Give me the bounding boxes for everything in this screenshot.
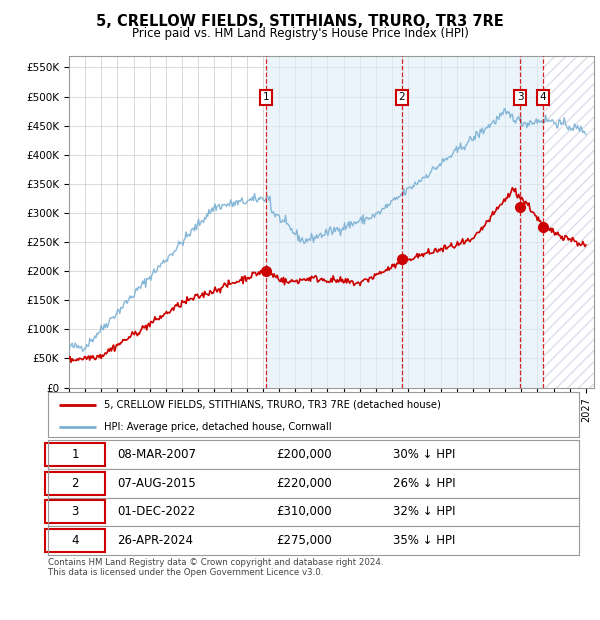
Text: 3: 3 xyxy=(517,92,523,102)
Bar xyxy=(542,56,594,388)
Text: 2: 2 xyxy=(398,92,405,102)
Text: 4: 4 xyxy=(539,92,546,102)
Text: 32% ↓ HPI: 32% ↓ HPI xyxy=(393,505,455,518)
Text: 1: 1 xyxy=(263,92,269,102)
Bar xyxy=(266,56,542,388)
Text: 2: 2 xyxy=(71,477,79,490)
Text: £220,000: £220,000 xyxy=(277,477,332,490)
Text: 08-MAR-2007: 08-MAR-2007 xyxy=(117,448,196,461)
FancyBboxPatch shape xyxy=(46,529,105,552)
Text: £310,000: £310,000 xyxy=(277,505,332,518)
Text: 5, CRELLOW FIELDS, STITHIANS, TRURO, TR3 7RE (detached house): 5, CRELLOW FIELDS, STITHIANS, TRURO, TR3… xyxy=(104,399,440,410)
Text: 01-DEC-2022: 01-DEC-2022 xyxy=(117,505,195,518)
Text: 30% ↓ HPI: 30% ↓ HPI xyxy=(393,448,455,461)
FancyBboxPatch shape xyxy=(46,443,105,466)
Text: 3: 3 xyxy=(71,505,79,518)
Text: 5, CRELLOW FIELDS, STITHIANS, TRURO, TR3 7RE: 5, CRELLOW FIELDS, STITHIANS, TRURO, TR3… xyxy=(96,14,504,29)
Text: £275,000: £275,000 xyxy=(277,534,332,547)
Text: HPI: Average price, detached house, Cornwall: HPI: Average price, detached house, Corn… xyxy=(104,422,331,432)
Text: 4: 4 xyxy=(71,534,79,547)
Text: 1: 1 xyxy=(71,448,79,461)
Text: 07-AUG-2015: 07-AUG-2015 xyxy=(117,477,196,490)
Bar xyxy=(542,56,594,388)
Text: £200,000: £200,000 xyxy=(277,448,332,461)
Text: 26-APR-2024: 26-APR-2024 xyxy=(117,534,193,547)
Text: Contains HM Land Registry data © Crown copyright and database right 2024.
This d: Contains HM Land Registry data © Crown c… xyxy=(48,558,383,577)
Text: 26% ↓ HPI: 26% ↓ HPI xyxy=(393,477,456,490)
Text: 35% ↓ HPI: 35% ↓ HPI xyxy=(393,534,455,547)
FancyBboxPatch shape xyxy=(46,472,105,495)
FancyBboxPatch shape xyxy=(46,500,105,523)
Text: Price paid vs. HM Land Registry's House Price Index (HPI): Price paid vs. HM Land Registry's House … xyxy=(131,27,469,40)
